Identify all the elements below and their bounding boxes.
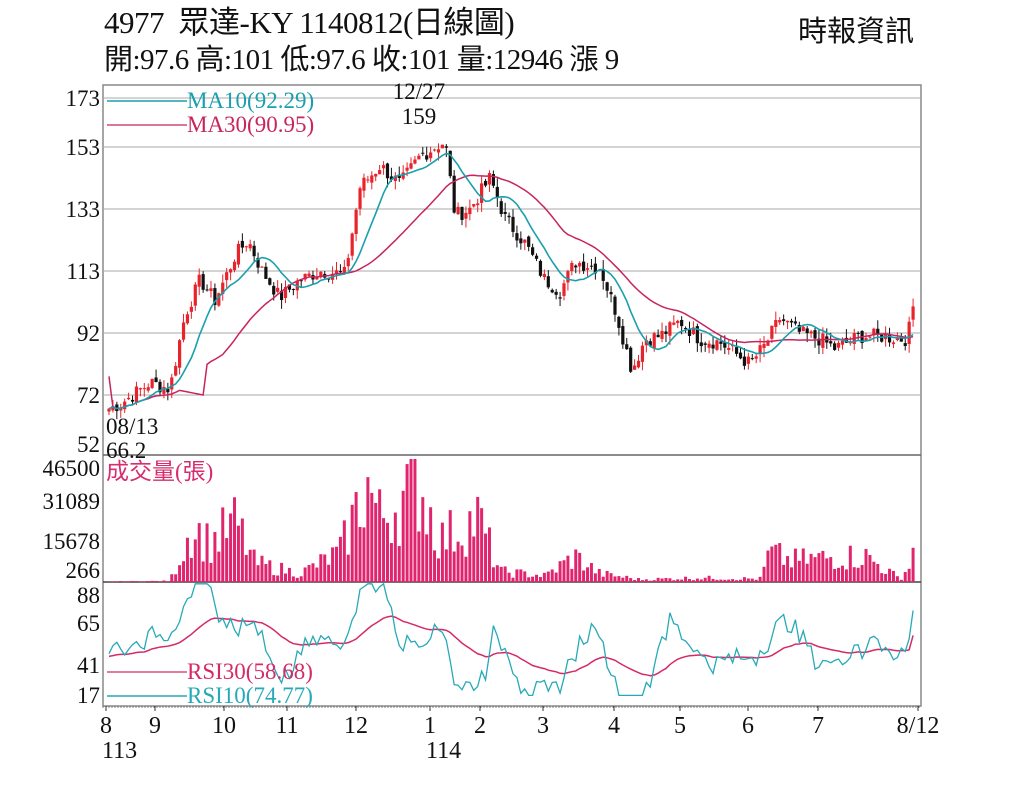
x-axis-ticks bbox=[102, 706, 920, 711]
month-label: 12 bbox=[344, 713, 368, 739]
volume-tick: 15678 bbox=[43, 529, 101, 554]
rsi-tick: 65 bbox=[77, 611, 100, 636]
chart-title: 4977 眾達-KY 1140812(日線圖) bbox=[104, 5, 515, 40]
price-axis-labels: 173 153 133 113 92 72 52 bbox=[66, 86, 101, 457]
month-label: 2 bbox=[474, 713, 486, 739]
month-label: 5 bbox=[674, 713, 686, 739]
volume-tick: 31089 bbox=[43, 489, 101, 514]
month-label: 8 bbox=[100, 713, 112, 739]
rsi-tick: 17 bbox=[77, 683, 100, 708]
year-label: 113 bbox=[102, 738, 137, 764]
rsi-lines bbox=[108, 582, 914, 697]
rsi-tick: 41 bbox=[77, 653, 100, 678]
volume-bars bbox=[107, 459, 915, 583]
price-tick: 113 bbox=[66, 259, 100, 284]
year-label: 114 bbox=[426, 738, 461, 764]
month-label: 9 bbox=[149, 713, 161, 739]
quote-summary: 開:97.6 高:101 低:97.6 收:101 量:12946 漲 9 bbox=[104, 44, 619, 76]
rsi-tick: 88 bbox=[77, 583, 100, 608]
month-label: 8/12 bbox=[897, 713, 940, 739]
brand-logo-text: 時報資訊 bbox=[798, 14, 915, 48]
rsi30-legend-label: RSI30(58.68) bbox=[187, 659, 313, 684]
price-tick: 52 bbox=[77, 432, 100, 457]
price-tick: 173 bbox=[66, 86, 101, 111]
month-label: 11 bbox=[275, 713, 298, 739]
month-label: 6 bbox=[742, 713, 754, 739]
volume-axis-labels: 46500 31089 15678 266 bbox=[43, 456, 101, 583]
month-label: 3 bbox=[537, 713, 549, 739]
month-label: 1 bbox=[424, 713, 436, 739]
low-value-annotation: 66.2 bbox=[106, 438, 146, 463]
month-label: 4 bbox=[608, 713, 620, 739]
ma30-legend-label: MA30(90.95) bbox=[187, 112, 314, 137]
moving-average-lines bbox=[108, 152, 914, 410]
price-tick: 153 bbox=[66, 135, 101, 160]
volume-tick: 266 bbox=[66, 558, 101, 583]
rsi-legend: RSI30(58.68) RSI10(74.77) bbox=[107, 659, 313, 708]
candlesticks bbox=[107, 143, 915, 420]
price-tick: 92 bbox=[77, 321, 100, 346]
rsi-axis-labels: 88 65 41 17 bbox=[77, 583, 100, 708]
ma-legend: MA10(92.29) MA30(90.95) bbox=[107, 88, 314, 137]
volume-legend-label: 成交量(張) bbox=[106, 459, 213, 484]
month-label: 10 bbox=[212, 713, 236, 739]
price-tick: 72 bbox=[77, 383, 100, 408]
rsi10-legend-label: RSI10(74.77) bbox=[187, 683, 313, 708]
month-label: 7 bbox=[812, 713, 824, 739]
volume-tick: 46500 bbox=[43, 456, 101, 481]
high-date-annotation: 12/27 bbox=[393, 79, 445, 104]
x-axis-labels: 8 9 10 11 12 1 2 3 4 5 6 7 8/12 113 114 bbox=[100, 713, 939, 764]
high-value-annotation: 159 bbox=[402, 104, 437, 129]
price-tick: 133 bbox=[66, 197, 101, 222]
low-date-annotation: 08/13 bbox=[106, 414, 158, 439]
ma10-legend-label: MA10(92.29) bbox=[187, 88, 314, 113]
